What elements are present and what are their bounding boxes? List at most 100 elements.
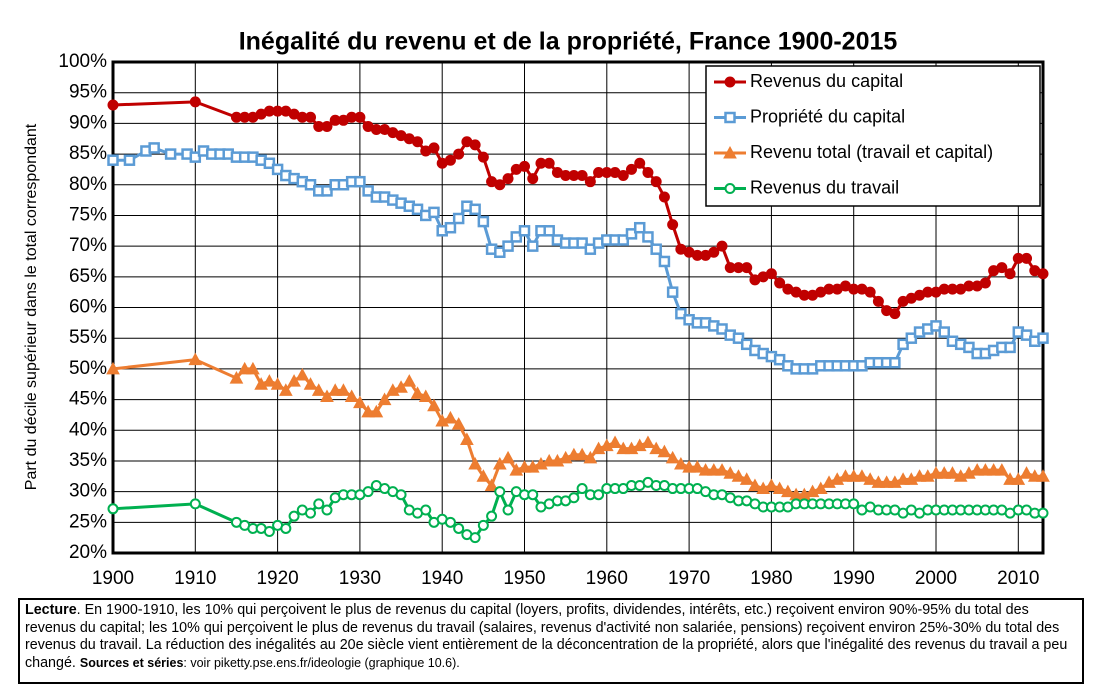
marker <box>344 389 359 402</box>
marker <box>690 460 705 473</box>
x-tick-label: 1970 <box>668 568 710 589</box>
marker <box>452 212 465 225</box>
marker <box>354 175 366 188</box>
marker <box>519 160 531 172</box>
marker <box>584 176 596 188</box>
marker <box>1020 329 1033 341</box>
marker <box>395 489 407 501</box>
marker <box>107 154 119 166</box>
marker <box>394 380 408 393</box>
marker <box>576 483 588 495</box>
y-tick-label: 55% <box>69 327 107 348</box>
marker <box>658 191 670 203</box>
marker <box>428 206 440 219</box>
marker <box>502 173 514 185</box>
sources-text: : voir piketty.pse.ens.fr/ideologie (gra… <box>183 655 460 670</box>
marker <box>963 341 975 354</box>
marker <box>420 504 432 516</box>
marker <box>320 389 334 402</box>
y-axis-label: Part du décile supérieur dans le total c… <box>23 123 40 490</box>
marker <box>303 377 318 390</box>
marker <box>453 522 465 534</box>
marker <box>979 277 991 289</box>
marker <box>896 472 910 485</box>
marker <box>518 225 531 237</box>
marker <box>313 498 325 510</box>
marker <box>658 255 671 268</box>
marker <box>995 463 1009 476</box>
marker <box>813 481 828 495</box>
marker <box>1011 472 1026 485</box>
marker <box>189 96 201 108</box>
x-tick-label: 1900 <box>92 568 134 589</box>
marker <box>321 504 333 516</box>
marker <box>665 450 680 464</box>
y-tick-label: 100% <box>58 51 107 72</box>
marker <box>107 99 119 111</box>
x-tick-label: 1940 <box>421 568 463 589</box>
marker <box>270 377 285 390</box>
marker <box>469 139 481 151</box>
marker <box>773 353 786 366</box>
marker <box>724 76 736 88</box>
marker <box>872 295 884 307</box>
marker <box>443 410 458 424</box>
marker <box>650 176 662 188</box>
note-text: . En 1900-1910, les 10% qui perçoivent l… <box>25 602 1068 671</box>
marker <box>229 371 244 384</box>
marker <box>477 151 489 163</box>
marker <box>411 203 424 216</box>
marker <box>650 243 662 255</box>
marker <box>123 154 136 166</box>
marker <box>716 240 728 252</box>
marker <box>642 231 654 243</box>
marker <box>642 166 654 178</box>
marker <box>106 361 120 375</box>
plot-frame <box>111 60 1045 555</box>
marker <box>517 460 532 473</box>
marker <box>304 179 317 191</box>
marker <box>1019 466 1034 479</box>
y-tick-label: 25% <box>69 511 107 532</box>
marker <box>377 392 392 406</box>
marker <box>674 456 688 470</box>
marker <box>608 435 622 449</box>
marker <box>716 323 728 335</box>
legend-label: Revenus du travail <box>750 177 899 197</box>
marker <box>494 486 506 498</box>
marker <box>311 383 326 396</box>
marker <box>526 240 539 252</box>
marker <box>724 111 736 124</box>
marker <box>889 356 901 369</box>
note-label: Lecture <box>25 602 77 618</box>
marker <box>444 516 456 528</box>
marker <box>937 466 952 479</box>
marker <box>765 268 777 280</box>
marker <box>278 383 293 396</box>
marker <box>617 234 630 246</box>
legend-box <box>705 65 1041 207</box>
legend-label: Propriété du capital <box>750 106 905 126</box>
legend-label: Revenu total (travail et capital) <box>750 142 993 162</box>
marker <box>262 374 277 387</box>
marker <box>527 173 539 185</box>
y-tick-label: 45% <box>69 389 107 410</box>
y-tick-label: 90% <box>69 112 107 133</box>
marker <box>305 507 317 519</box>
y-tick-label: 95% <box>69 82 107 103</box>
y-tick-label: 65% <box>69 266 107 287</box>
marker <box>846 469 861 482</box>
marker <box>986 463 1001 476</box>
legend: Revenus du capital Propriété du capital Re… <box>705 65 1041 207</box>
marker <box>444 154 456 166</box>
marker <box>764 478 779 491</box>
marker <box>657 444 672 458</box>
marker <box>543 225 555 237</box>
y-tick-label: 35% <box>69 450 107 471</box>
marker <box>666 286 679 298</box>
marker <box>501 450 515 464</box>
marker <box>774 277 786 289</box>
marker <box>237 361 252 375</box>
marker <box>107 503 119 515</box>
marker <box>164 148 177 160</box>
